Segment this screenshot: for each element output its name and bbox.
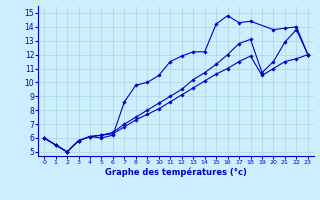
X-axis label: Graphe des températures (°c): Graphe des températures (°c) [105, 168, 247, 177]
